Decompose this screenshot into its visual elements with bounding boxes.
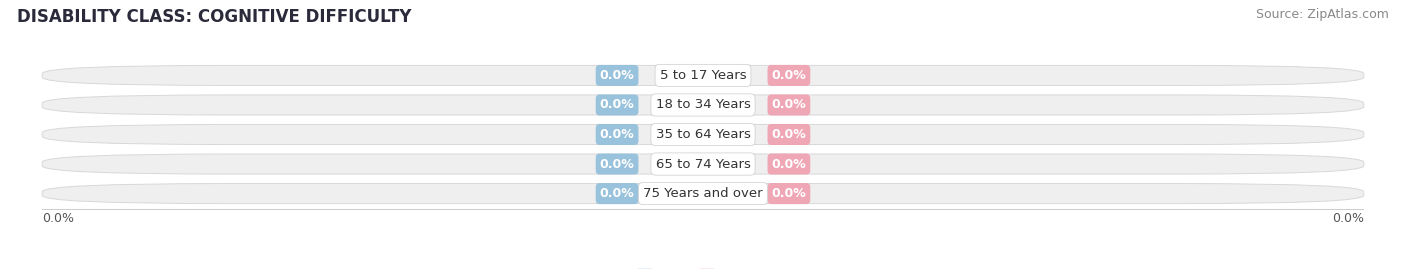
Text: 0.0%: 0.0% (772, 98, 806, 111)
Text: 5 to 17 Years: 5 to 17 Years (659, 69, 747, 82)
Text: 75 Years and over: 75 Years and over (643, 187, 763, 200)
Text: 0.0%: 0.0% (772, 69, 806, 82)
Text: Source: ZipAtlas.com: Source: ZipAtlas.com (1256, 8, 1389, 21)
Text: 0.0%: 0.0% (772, 187, 806, 200)
Text: 0.0%: 0.0% (42, 212, 75, 225)
FancyBboxPatch shape (42, 154, 1364, 174)
Text: 0.0%: 0.0% (600, 69, 634, 82)
Text: 35 to 64 Years: 35 to 64 Years (655, 128, 751, 141)
Text: 0.0%: 0.0% (772, 128, 806, 141)
Text: 0.0%: 0.0% (600, 187, 634, 200)
FancyBboxPatch shape (42, 183, 1364, 204)
Text: 0.0%: 0.0% (600, 128, 634, 141)
Text: 18 to 34 Years: 18 to 34 Years (655, 98, 751, 111)
Text: 0.0%: 0.0% (600, 98, 634, 111)
Text: 65 to 74 Years: 65 to 74 Years (655, 158, 751, 171)
FancyBboxPatch shape (42, 65, 1364, 86)
Text: DISABILITY CLASS: COGNITIVE DIFFICULTY: DISABILITY CLASS: COGNITIVE DIFFICULTY (17, 8, 412, 26)
Text: 0.0%: 0.0% (1331, 212, 1364, 225)
Text: 0.0%: 0.0% (772, 158, 806, 171)
FancyBboxPatch shape (42, 125, 1364, 144)
FancyBboxPatch shape (42, 95, 1364, 115)
Text: 0.0%: 0.0% (600, 158, 634, 171)
